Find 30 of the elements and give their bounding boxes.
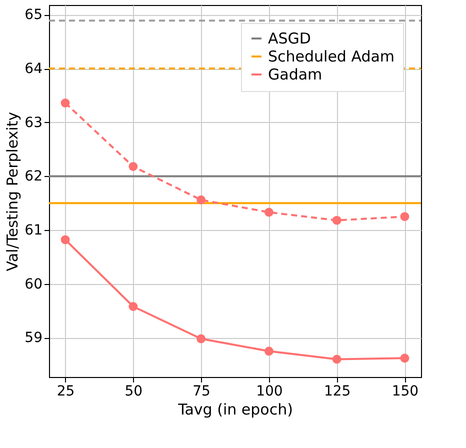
y-tick-label: 63 <box>24 114 42 131</box>
point <box>128 162 138 171</box>
y-tick-label: 60 <box>24 276 42 292</box>
point <box>264 208 274 217</box>
y-tick-label: 59 <box>24 330 42 346</box>
point <box>332 216 342 225</box>
y-tick-label: 61 <box>24 222 42 239</box>
legend-label: Scheduled Adam <box>268 48 395 66</box>
point <box>332 354 342 364</box>
y-tick-label: 65 <box>24 7 42 24</box>
x-tick-label: 100 <box>256 384 283 400</box>
point <box>196 334 206 344</box>
y-tick-label: 62 <box>24 168 42 185</box>
point <box>264 346 274 356</box>
x-axis-title: Tavg (in epoch) <box>177 400 293 418</box>
point <box>60 98 70 108</box>
y-axis-title: Val/Testing Perplexity <box>4 112 22 272</box>
x-tick-label: 125 <box>324 384 351 400</box>
point <box>400 354 410 363</box>
x-tick-label: 50 <box>124 384 143 400</box>
legend-label: ASGD <box>268 30 311 48</box>
legend-label: Gadam <box>268 66 322 84</box>
y-tick-label: 64 <box>24 61 43 78</box>
point <box>128 302 138 311</box>
x-tick-label: 75 <box>192 384 210 400</box>
point <box>196 195 206 204</box>
x-tick-label: 150 <box>392 384 419 400</box>
point <box>60 235 70 244</box>
x-tick-label: 25 <box>56 384 75 400</box>
point <box>400 212 410 222</box>
